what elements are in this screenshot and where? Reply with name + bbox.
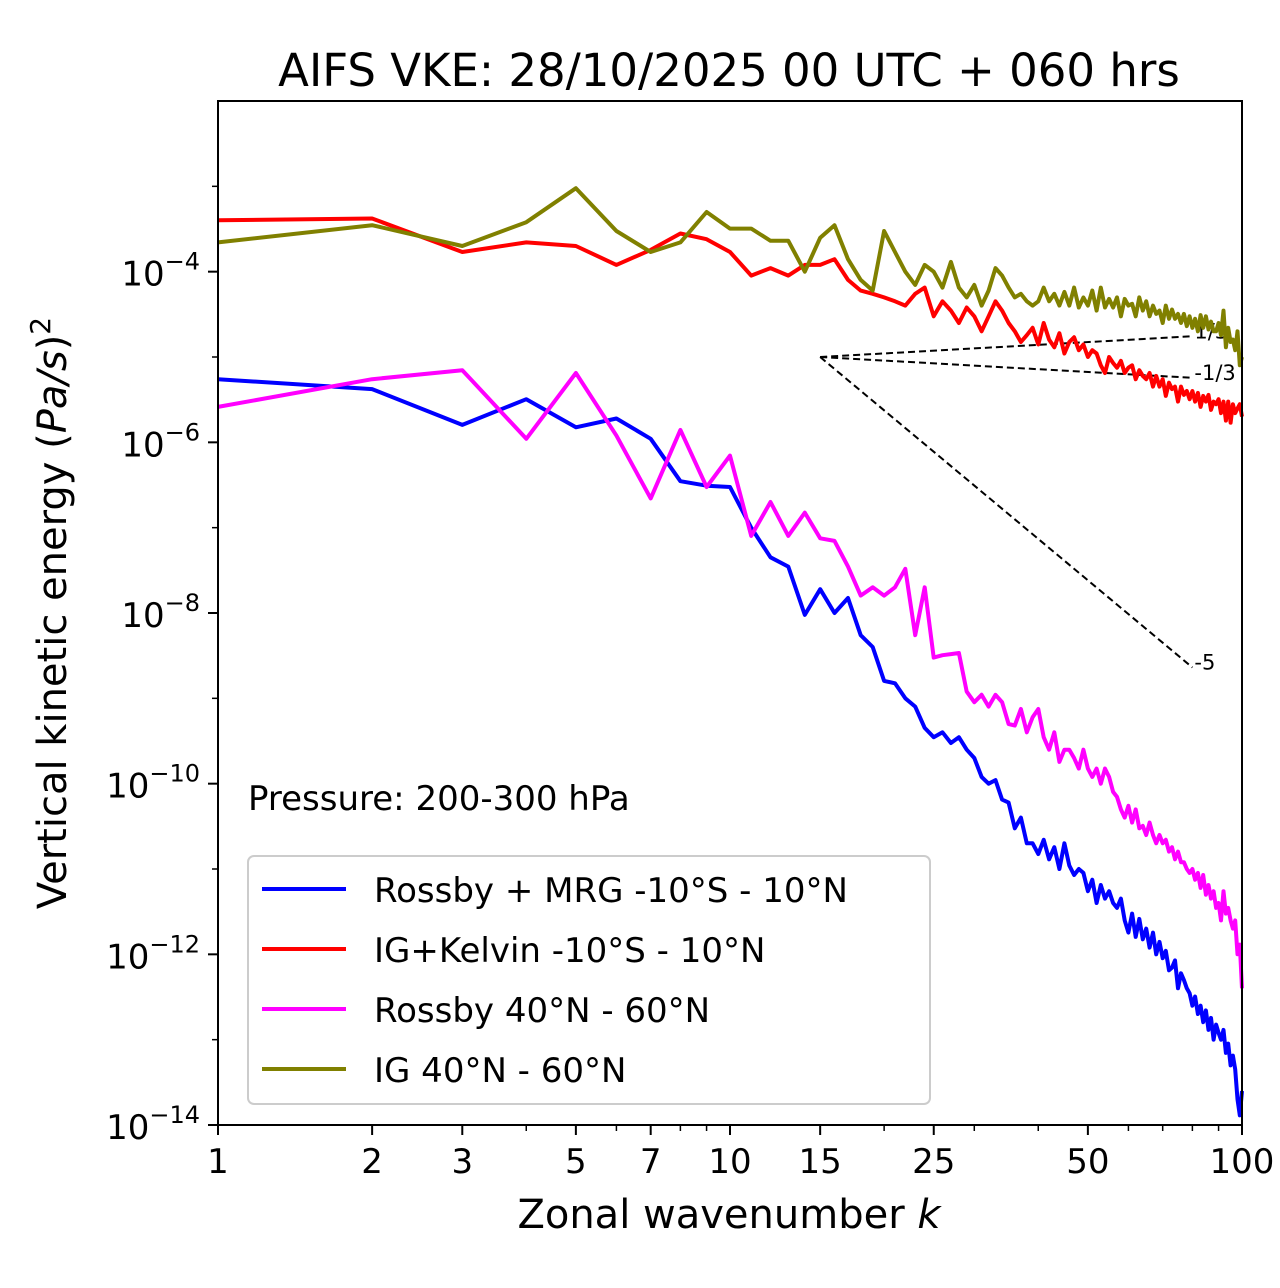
x-tick-label: 2 xyxy=(361,1142,383,1182)
legend-label: IG+Kelvin -10°S - 10°N xyxy=(374,931,765,971)
x-tick-label: 25 xyxy=(912,1142,955,1182)
legend: Rossby + MRG -10°S - 10°N IG+Kelvin -10°S… xyxy=(247,855,931,1105)
x-tick-label: 15 xyxy=(799,1142,842,1182)
series-line xyxy=(217,216,1244,425)
pressure-annotation: Pressure: 200-300 hPa xyxy=(248,779,630,819)
y-tick-label: 10−10 xyxy=(106,760,200,807)
y-tick-base: 10 xyxy=(106,1108,149,1148)
y-tick-base: 10 xyxy=(121,425,164,465)
x-axis-label: Zonal wavenumber k xyxy=(517,1192,942,1238)
reference-slope-line xyxy=(819,356,1194,669)
y-tick-base: 10 xyxy=(106,937,149,977)
y-tick-base: 10 xyxy=(106,767,149,807)
y-axis-label-exponent: 2 xyxy=(24,317,57,335)
x-tick-labels: 1 2 3 5 7 10 15 25 50 100 xyxy=(207,1142,1274,1182)
y-tick-exponent: −6 xyxy=(165,418,200,446)
y-tick-label: 10−6 xyxy=(121,418,200,465)
y-tick-exponent: −10 xyxy=(149,760,200,788)
reference-slope-label: -5 xyxy=(1194,650,1215,674)
y-tick-exponent: −4 xyxy=(165,248,200,276)
y-axis-label: Vertical kinetic energy (Pa/s)2 xyxy=(24,317,76,909)
x-tick-label: 50 xyxy=(1066,1142,1109,1182)
reference-slope-line xyxy=(820,335,1193,358)
legend-frame xyxy=(247,855,931,1105)
x-tick-label: 1 xyxy=(207,1142,229,1182)
x-tick-label: 10 xyxy=(708,1142,751,1182)
series-line xyxy=(217,186,1244,368)
legend-label: IG 40°N - 60°N xyxy=(374,1051,626,1091)
reference-slopes: 1/3-1/3-5 xyxy=(819,319,1236,674)
chart-title: AIFS VKE: 28/10/2025 00 UTC + 060 hrs xyxy=(278,44,1180,97)
x-axis-label-text: Zonal wavenumber xyxy=(517,1192,917,1238)
series-line xyxy=(217,368,1244,989)
x-tick-label: 5 xyxy=(565,1142,587,1182)
series-line xyxy=(217,377,1244,1118)
y-axis-label-unit: Pa/s xyxy=(30,350,76,433)
reference-slope-label: -1/3 xyxy=(1194,361,1235,385)
y-axis-label-text: Vertical kinetic energy ( xyxy=(30,433,76,909)
y-tick-exponent: −14 xyxy=(149,1101,200,1129)
y-tick-label: 10−4 xyxy=(121,248,200,295)
legend-label: Rossby + MRG -10°S - 10°N xyxy=(374,871,848,911)
x-tick-label: 7 xyxy=(640,1142,662,1182)
series-lines xyxy=(217,186,1244,1118)
y-axis-label-paren: ) xyxy=(30,335,76,351)
x-tick-label: 100 xyxy=(1210,1142,1275,1182)
y-tick-label: 10−8 xyxy=(121,589,200,636)
x-tick-label: 3 xyxy=(451,1142,473,1182)
y-tick-base: 10 xyxy=(121,596,164,636)
plot-area-frame xyxy=(217,100,1243,1126)
x-axis-label-variable: k xyxy=(917,1192,942,1238)
legend-label: Rossby 40°N - 60°N xyxy=(374,991,710,1031)
y-tick-base: 10 xyxy=(121,255,164,295)
y-tick-label: 10−12 xyxy=(106,930,200,977)
y-tick-label: 10−14 xyxy=(106,1101,200,1148)
y-tick-exponent: −12 xyxy=(149,930,200,958)
y-tick-exponent: −8 xyxy=(165,589,200,617)
reference-slope-line xyxy=(820,356,1193,379)
